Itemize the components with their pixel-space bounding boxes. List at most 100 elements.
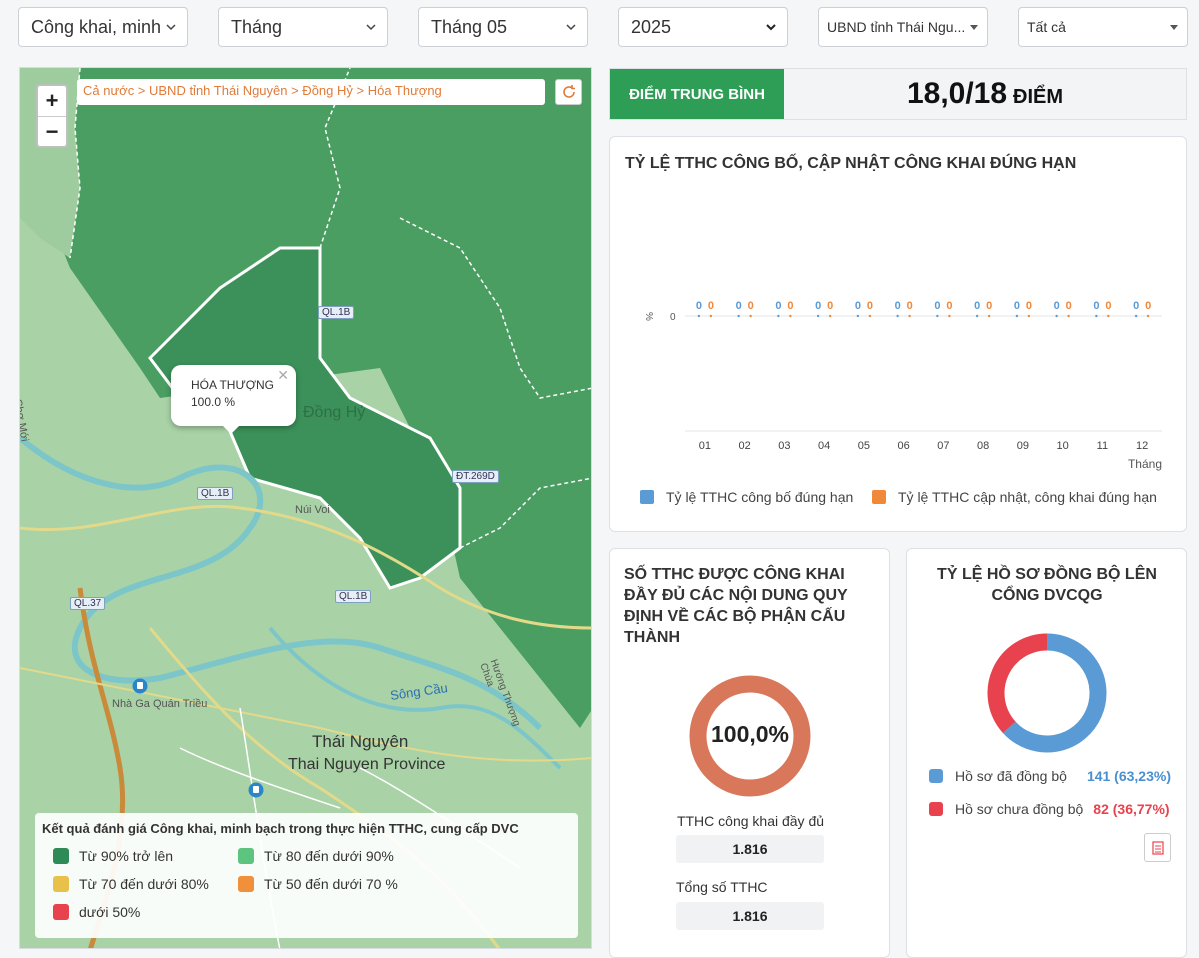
data-label: 0 bbox=[775, 300, 781, 312]
legend-label: Tỷ lệ TTHC công bố đúng hạn bbox=[666, 489, 854, 505]
synced-value: 141 (63,23%) bbox=[1086, 768, 1171, 784]
legend-swatch bbox=[53, 848, 69, 864]
y-axis-title: % bbox=[643, 312, 654, 321]
map-panel[interactable]: + − Cả nước > UBND tỉnh Thái Nguyên > Đồ… bbox=[19, 67, 592, 949]
legend-label: Tỷ lệ TTHC cập nhật, công khai đúng hạn bbox=[898, 489, 1157, 505]
data-point bbox=[1055, 314, 1058, 318]
map-canvas[interactable] bbox=[20, 68, 592, 949]
scope-select[interactable]: Tất cả bbox=[1018, 7, 1188, 47]
filter-bar: Công khai, minh Tháng Tháng 05 2025 UBND… bbox=[0, 0, 1199, 60]
place-label: Núi Voi bbox=[295, 504, 330, 516]
popup-value: 100.0 % bbox=[191, 395, 236, 409]
data-label: 0 bbox=[1145, 300, 1151, 312]
year-select-value: 2025 bbox=[631, 16, 672, 37]
refresh-icon bbox=[562, 85, 575, 98]
data-point bbox=[896, 314, 899, 318]
average-score-label: ĐIỂM TRUNG BÌNH bbox=[610, 69, 784, 119]
data-label: 0 bbox=[1054, 300, 1060, 312]
data-point bbox=[1146, 314, 1150, 318]
legend-item: Từ 80 đến dưới 90% bbox=[238, 848, 394, 864]
x-axis-title: Tháng bbox=[1128, 457, 1162, 471]
x-tick-label: 02 bbox=[739, 440, 751, 452]
road-badge: QL.1B bbox=[335, 590, 372, 603]
full-disclosure-donut[interactable] bbox=[688, 674, 812, 798]
zoom-in-button[interactable]: + bbox=[45, 88, 59, 113]
chevron-down-icon bbox=[766, 24, 776, 31]
data-point bbox=[987, 314, 991, 318]
unsynced-value: 82 (36,77%) bbox=[1093, 801, 1170, 817]
data-label: 0 bbox=[907, 300, 913, 312]
data-point bbox=[856, 314, 860, 318]
month-select[interactable]: Tháng 05 bbox=[418, 7, 588, 47]
data-point bbox=[749, 314, 752, 318]
data-point bbox=[1095, 314, 1098, 318]
legend-swatch bbox=[238, 876, 254, 892]
zoom-out-button[interactable]: − bbox=[38, 116, 66, 146]
legend-swatch bbox=[640, 490, 654, 504]
full-disclosure-title: SỐ TTHC ĐƯỢC CÔNG KHAI ĐẦY ĐỦ CÁC NỘI DU… bbox=[624, 566, 848, 646]
data-label: 0 bbox=[1093, 300, 1099, 312]
export-button[interactable] bbox=[1144, 833, 1171, 862]
data-label: 0 bbox=[787, 300, 793, 312]
unit-select-value: UBND tỉnh Thái Ngu... bbox=[827, 19, 966, 35]
caret-down-icon bbox=[970, 25, 978, 30]
refresh-button[interactable] bbox=[555, 79, 582, 105]
data-point bbox=[1134, 314, 1138, 318]
train-station-icon bbox=[132, 678, 148, 694]
data-point bbox=[975, 314, 979, 318]
legend-swatch bbox=[929, 802, 943, 816]
x-tick-label: 08 bbox=[977, 440, 989, 452]
legend-item: Từ 90% trở lên bbox=[53, 848, 173, 864]
unit-select[interactable]: UBND tỉnh Thái Ngu... bbox=[818, 7, 988, 47]
legend-swatch bbox=[929, 769, 943, 783]
data-label: 0 bbox=[1066, 300, 1072, 312]
total-value: 1.816 bbox=[676, 902, 824, 930]
on-time-rate-panel: TỶ LỆ TTHC CÔNG BỐ, CẬP NHẬT CÔNG KHAI Đ… bbox=[609, 136, 1187, 532]
x-tick-label: 11 bbox=[1097, 440, 1108, 452]
legend-item-unsynced[interactable]: Hồ sơ chưa đồng bộ 82 (36,77%) bbox=[929, 801, 1170, 817]
legend-label: dưới 50% bbox=[79, 904, 141, 920]
data-label: 0 bbox=[895, 300, 901, 312]
data-point bbox=[1027, 314, 1031, 318]
donut-slice bbox=[1003, 633, 1107, 753]
chevron-down-icon bbox=[166, 24, 176, 31]
province-label: Thai Nguyen Province bbox=[288, 756, 446, 773]
popup-name: HÓA THƯỢNG bbox=[191, 378, 274, 392]
legend-swatch bbox=[53, 904, 69, 920]
x-tick-label: 07 bbox=[937, 440, 949, 452]
period-select[interactable]: Tháng bbox=[218, 7, 388, 47]
legend-item-updated[interactable]: Tỷ lệ TTHC cập nhật, công khai đúng hạn bbox=[872, 489, 1157, 505]
caret-down-icon bbox=[1170, 25, 1178, 30]
data-point bbox=[789, 314, 792, 318]
y-tick-label: 0 bbox=[670, 312, 676, 323]
legend-item-synced[interactable]: Hồ sơ đã đồng bộ 141 (63,23%) bbox=[929, 768, 1171, 784]
type-select[interactable]: Công khai, minh bbox=[18, 7, 188, 47]
average-score-bar: ĐIỂM TRUNG BÌNH 18,0/18 ĐIỂM bbox=[609, 68, 1187, 120]
data-label: 0 bbox=[1026, 300, 1032, 312]
legend-label: Từ 80 đến dưới 90% bbox=[264, 848, 394, 864]
data-point bbox=[948, 314, 951, 318]
sync-rate-donut[interactable] bbox=[987, 633, 1107, 753]
legend-label: Từ 70 đến dưới 80% bbox=[79, 876, 209, 892]
data-label: 0 bbox=[708, 300, 714, 312]
data-label: 0 bbox=[827, 300, 833, 312]
donut-slice bbox=[987, 633, 1048, 734]
data-label: 0 bbox=[1105, 300, 1111, 312]
year-select[interactable]: 2025 bbox=[618, 7, 788, 47]
zoom-control: + − bbox=[36, 84, 68, 148]
map-breadcrumb[interactable]: Cả nước > UBND tỉnh Thái Nguyên > Đồng H… bbox=[77, 79, 545, 105]
period-select-value: Tháng bbox=[231, 16, 283, 37]
close-icon[interactable]: ✕ bbox=[277, 367, 289, 383]
x-tick-label: 12 bbox=[1136, 440, 1148, 452]
city-label: Thái Nguyên bbox=[312, 732, 409, 751]
legend-item-published[interactable]: Tỷ lệ TTHC công bố đúng hạn bbox=[640, 489, 853, 505]
legend-swatch bbox=[238, 848, 254, 864]
donut-slice bbox=[689, 675, 811, 797]
legend-title: Kết quả đánh giá Công khai, minh bạch tr… bbox=[42, 821, 519, 836]
data-label: 0 bbox=[696, 300, 702, 312]
district-label: Đồng Hỷ bbox=[303, 404, 366, 421]
x-tick-label: 05 bbox=[858, 440, 870, 452]
data-label: 0 bbox=[1014, 300, 1020, 312]
data-point bbox=[908, 314, 911, 318]
